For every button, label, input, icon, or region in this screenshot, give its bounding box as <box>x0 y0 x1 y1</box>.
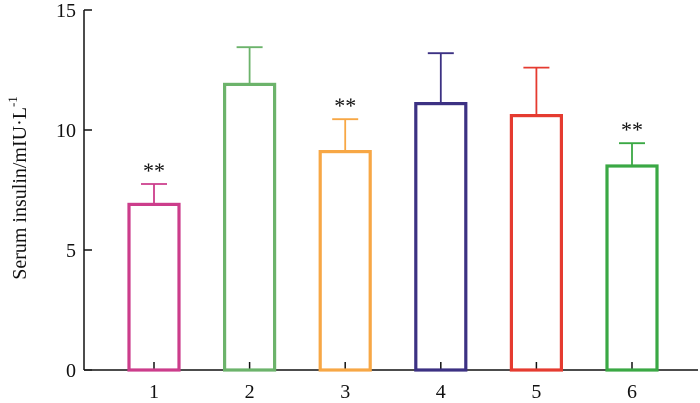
x-tick-label: 1 <box>149 381 159 403</box>
y-axis-label-superscript: -1 <box>5 96 20 107</box>
bars <box>127 82 659 372</box>
x-tick-label: 5 <box>531 381 541 403</box>
significance-markers: ** ** ** <box>143 93 643 183</box>
x-tick-label: 6 <box>627 381 637 403</box>
x-tick-label: 3 <box>340 381 350 403</box>
y-tick-label: 0 <box>66 360 76 382</box>
chart-axes <box>83 10 698 371</box>
bar <box>414 101 468 372</box>
bar <box>318 150 372 372</box>
significance-label: ** <box>143 158 165 183</box>
y-tick-label: 10 <box>56 120 76 142</box>
y-axis-label-text: Serum insulin/mIU·L <box>9 107 31 280</box>
bar <box>127 202 181 372</box>
x-tick-label: 4 <box>436 381 446 403</box>
y-tick-label: 5 <box>66 240 76 262</box>
significance-label: ** <box>621 117 643 142</box>
bar <box>509 113 563 372</box>
y-ticks: 0 5 10 15 <box>56 0 92 382</box>
y-axis-label: Serum insulin/mIU·L-1 <box>5 96 31 280</box>
error-bars <box>141 46 645 205</box>
bar <box>605 164 659 372</box>
x-tick-label: 2 <box>245 381 255 403</box>
x-ticks: 1 2 3 4 5 6 <box>149 362 637 403</box>
significance-label: ** <box>334 93 356 118</box>
y-tick-label: 15 <box>56 0 76 22</box>
bar <box>223 82 277 372</box>
